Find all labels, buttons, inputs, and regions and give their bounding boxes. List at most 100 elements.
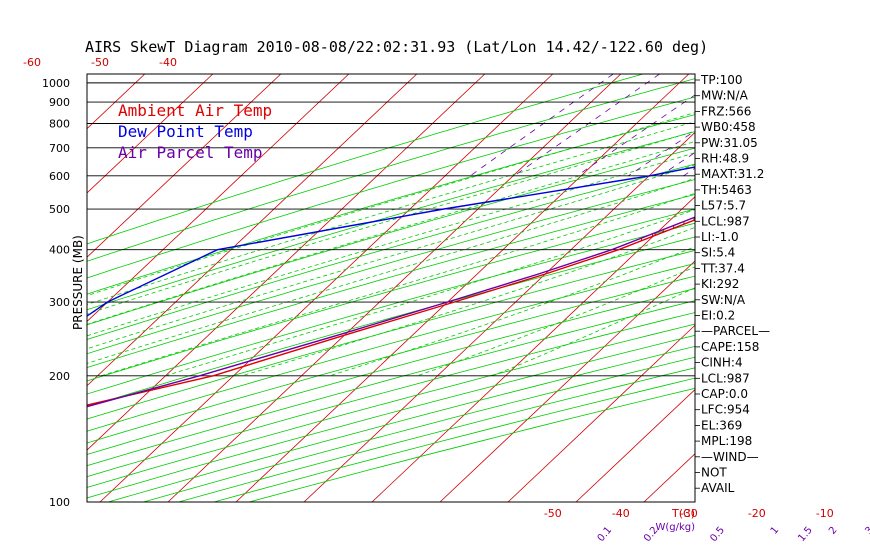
index-label: EI:0.2	[701, 309, 735, 323]
cape-hatch-line	[798, 176, 804, 179]
dry-adiabat-line	[87, 194, 695, 368]
cape-hatch-line	[856, 153, 863, 156]
mixing-ratio-line	[779, 74, 870, 176]
mixing-ratio-line	[628, 130, 695, 177]
index-label: LCL:987	[701, 214, 750, 228]
mixing-ratio-unit-label: W(g/kg)	[655, 522, 695, 533]
moist-adiabat-line	[87, 177, 695, 364]
pressure-tick-label: 100	[49, 496, 70, 509]
index-label: TH:5463	[700, 183, 752, 197]
isotherm-line	[235, 74, 690, 502]
index-label: SW:N/A	[701, 293, 746, 307]
series-line	[87, 216, 695, 408]
mixing-ratio-tick-label: 1	[769, 525, 782, 537]
bottom-temp-tick-label: -10	[816, 507, 834, 520]
dry-adiabat-line	[87, 300, 695, 467]
dry-adiabat-line	[87, 312, 695, 478]
pressure-tick-label: 500	[49, 203, 70, 216]
isotherm-line	[87, 74, 418, 387]
isotherm-line	[0, 74, 77, 502]
index-label: RH:48.9	[701, 152, 749, 166]
moist-adiabat-line	[87, 112, 695, 297]
dry-adiabat-line	[248, 387, 695, 502]
grid-layer	[0, 74, 870, 502]
isotherm-line	[303, 131, 695, 502]
isotherm-line	[87, 74, 282, 258]
index-label: SI:5.4	[701, 246, 735, 260]
pressure-tick-label: 700	[49, 142, 70, 155]
mixing-ratio-line	[576, 94, 695, 177]
moist-adiabat-line	[101, 192, 695, 377]
isotherm-line	[507, 324, 695, 502]
pressure-tick-label: 1000	[42, 77, 70, 90]
plot-frame	[86, 73, 696, 503]
index-label: MPL:198	[701, 434, 752, 448]
mixing-ratio-tick-label: 3	[863, 525, 870, 537]
dry-adiabat-line	[87, 275, 695, 444]
mixing-ratio-line	[743, 74, 870, 176]
index-label: CAPE:158	[701, 340, 759, 354]
dry-adiabat-line	[87, 288, 695, 455]
index-label: NOT	[701, 466, 727, 480]
cape-hatch-line	[758, 192, 761, 195]
dry-adiabat-line	[87, 222, 695, 395]
dry-adiabat-line	[87, 131, 695, 311]
dry-adiabat-line	[87, 163, 695, 340]
isotherm-line	[439, 260, 695, 502]
legend-entry: Ambient Air Temp	[118, 101, 272, 120]
dry-adiabat-line	[213, 377, 695, 502]
dry-adiabat-line	[87, 179, 695, 355]
pressure-tick-label: 800	[49, 117, 70, 130]
index-label: MAXT:31.2	[701, 167, 764, 181]
cape-hatch-line	[820, 167, 827, 170]
moist-adiabat-line	[241, 226, 695, 377]
isotherm-line	[99, 74, 554, 502]
index-label: MW:N/A	[701, 89, 749, 103]
dry-adiabat-line	[87, 74, 644, 245]
cape-hatch-line	[842, 158, 849, 161]
dry-adiabat-line	[87, 263, 695, 432]
dry-adiabat-line	[87, 208, 695, 382]
cape-hatching	[640, 150, 870, 241]
mixing-ratio-line	[806, 74, 870, 176]
isotherm-line	[0, 74, 9, 502]
bottom-temp-tick-label: -30	[680, 507, 698, 520]
top-temp-tick-label: -40	[159, 56, 177, 69]
y-axis-label: PRESSURE (MB)	[71, 235, 85, 330]
index-label: KI:292	[701, 277, 739, 291]
bottom-temp-unit-label: T(C)	[671, 507, 695, 520]
index-label: LFC:954	[701, 403, 750, 417]
index-label: FRZ:566	[701, 104, 751, 118]
dry-adiabat-line	[178, 367, 695, 502]
index-label: EL:369	[701, 418, 742, 432]
mixing-ratio-tick-label: 2	[827, 525, 840, 537]
index-label: —PARCEL—	[701, 324, 770, 338]
mixing-ratio-line	[513, 74, 660, 177]
isotherm-line	[87, 74, 350, 323]
moist-adiabat-line	[417, 266, 695, 377]
index-label: L57:5.7	[701, 199, 746, 213]
index-label: CINH:4	[701, 356, 743, 370]
moist-adiabat-line	[87, 141, 695, 325]
series-line	[87, 219, 695, 406]
index-label: CAP:0.0	[701, 387, 748, 401]
index-label: TP:100	[700, 73, 743, 87]
mixing-ratio-tick-label: 0.1	[596, 525, 615, 544]
top-temp-tick-label: -50	[91, 56, 109, 69]
legend-entry: Air Parcel Temp	[118, 143, 263, 162]
cape-hatch-line	[863, 150, 870, 153]
index-label: LI:-1.0	[701, 230, 739, 244]
bottom-temp-tick-label: -50	[544, 507, 562, 520]
series-layer	[87, 166, 695, 408]
cape-hatch-line	[849, 156, 856, 159]
dry-adiabat-line	[87, 114, 695, 295]
cape-hatch-line	[813, 170, 820, 173]
cape-hatch-line	[835, 161, 842, 164]
series-line	[87, 166, 695, 317]
cape-hatch-line	[805, 173, 812, 176]
cape-hatch-line	[766, 189, 770, 192]
pressure-tick-label: 600	[49, 170, 70, 183]
index-label: TT:37.4	[700, 261, 745, 275]
bottom-temp-tick-label: -20	[748, 507, 766, 520]
